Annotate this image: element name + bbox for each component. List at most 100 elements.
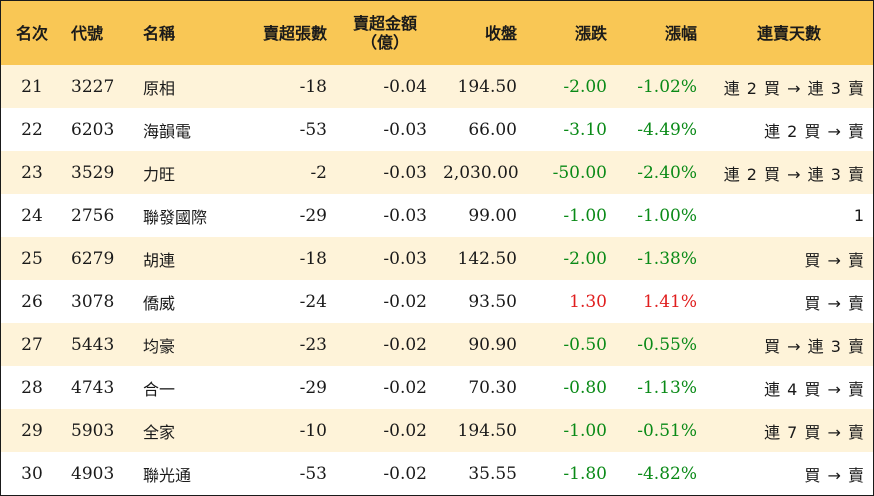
net-sell-volume-cell: -24 <box>299 291 327 312</box>
close-cell: 194.50 <box>457 76 517 97</box>
name-cell: 僑威 <box>143 293 176 313</box>
streak-cell: 連 4 買 → 賣 <box>764 379 865 399</box>
close-cell: 70.30 <box>468 377 517 398</box>
net-sell-amount-cell: -0.03 <box>383 205 427 226</box>
rank-cell: 29 <box>21 420 43 441</box>
rank-cell: 24 <box>21 205 43 226</box>
net-sell-amount-cell: -0.03 <box>383 248 427 269</box>
table-row: 27 5443 均豪 -23 -0.02 90.90 -0.50 -0.55% 買 → 連 3 … <box>1 323 873 366</box>
net-sell-volume-cell: -23 <box>299 334 327 355</box>
header-net-sell-amount-unit: （億） <box>360 33 409 52</box>
change-pct-cell: 1.41% <box>642 291 697 312</box>
streak-cell: 連 2 買 → 賣 <box>764 121 865 141</box>
table-row: 26 3078 僑威 -24 -0.02 93.50 1.30 1.41% 買 → 賣 <box>1 280 873 323</box>
net-sell-amount-cell: -0.04 <box>383 76 427 97</box>
close-cell: 194.50 <box>457 420 517 441</box>
header-net-sell-volume: 賣超張數 <box>262 23 327 43</box>
change-cell: -0.80 <box>563 377 607 398</box>
rank-cell: 26 <box>21 291 43 312</box>
name-cell: 均豪 <box>143 336 176 356</box>
streak-cell: 買 → 賣 <box>804 465 865 485</box>
net-sell-volume-cell: -2 <box>310 162 327 183</box>
code-cell: 3078 <box>71 291 115 312</box>
rank-cell: 27 <box>21 334 43 355</box>
net-sell-volume-cell: -10 <box>299 420 327 441</box>
header-net-sell-amount-line1: 賣超金額 <box>352 14 417 33</box>
code-cell: 6279 <box>71 248 115 269</box>
change-pct-cell: -1.00% <box>637 205 697 226</box>
change-pct-cell: -1.13% <box>637 377 697 398</box>
header-net-sell-amount: 賣超金額 （億） <box>335 1 435 65</box>
net-sell-amount-cell: -0.02 <box>383 463 427 484</box>
name-cell: 合一 <box>143 379 176 399</box>
change-cell: -2.00 <box>563 76 607 97</box>
header-streak: 連賣天數 <box>756 23 821 43</box>
rank-cell: 25 <box>21 248 43 269</box>
net-sell-volume-cell: -18 <box>299 76 327 97</box>
header-change: 漲跌 <box>574 23 607 43</box>
close-cell: 99.00 <box>468 205 517 226</box>
streak-cell: 買 → 連 3 賣 <box>764 336 865 356</box>
streak-cell: 買 → 賣 <box>804 293 865 313</box>
change-cell: 1.30 <box>569 291 607 312</box>
table-row: 29 5903 全家 -10 -0.02 194.50 -1.00 -0.51% 連 7 買 →… <box>1 409 873 452</box>
close-cell: 93.50 <box>468 291 517 312</box>
table-row: 24 2756 聯發國際 -29 -0.03 99.00 -1.00 -1.00% 1 <box>1 194 873 237</box>
change-pct-cell: -2.40% <box>637 162 697 183</box>
table-row: 28 4743 合一 -29 -0.02 70.30 -0.80 -1.13% 連 4 買 → … <box>1 366 873 409</box>
code-cell: 5443 <box>71 334 115 355</box>
rank-cell: 30 <box>21 463 43 484</box>
net-sell-volume-cell: -53 <box>299 463 327 484</box>
change-cell: -50.00 <box>552 162 607 183</box>
net-sell-amount-cell: -0.03 <box>383 162 427 183</box>
table-row: 25 6279 胡連 -18 -0.03 142.50 -2.00 -1.38% 買 → 賣 <box>1 237 873 280</box>
name-cell: 聯發國際 <box>143 207 208 227</box>
streak-cell: 連 7 買 → 賣 <box>764 422 865 442</box>
header-change-pct: 漲幅 <box>664 23 697 43</box>
name-cell: 胡連 <box>143 250 176 270</box>
table-header-row: 名次 代號 名稱 賣超張數 賣超金額 （億） 收盤 漲跌 漲幅 連賣天數 <box>1 1 873 65</box>
streak-cell: 連 2 買 → 連 3 賣 <box>723 164 865 184</box>
code-cell: 2756 <box>71 205 115 226</box>
rank-cell: 23 <box>21 162 43 183</box>
net-sell-volume-cell: -29 <box>299 205 327 226</box>
change-pct-cell: -1.02% <box>637 76 697 97</box>
code-cell: 5903 <box>71 420 115 441</box>
change-cell: -1.80 <box>563 463 607 484</box>
name-cell: 全家 <box>143 422 176 442</box>
code-cell: 4743 <box>71 377 115 398</box>
close-cell: 90.90 <box>468 334 517 355</box>
code-cell: 4903 <box>71 463 115 484</box>
streak-cell: 1 <box>853 206 865 225</box>
net-sell-volume-cell: -18 <box>299 248 327 269</box>
header-code: 代號 <box>71 23 104 43</box>
table-row: 30 4903 聯光通 -53 -0.02 35.55 -1.80 -4.82% 買 → 賣 <box>1 452 873 495</box>
header-rank: 名次 <box>15 23 48 43</box>
change-cell: -1.00 <box>563 205 607 226</box>
streak-cell: 買 → 賣 <box>804 250 865 270</box>
close-cell: 142.50 <box>457 248 517 269</box>
header-name: 名稱 <box>143 23 176 43</box>
net-sell-amount-cell: -0.02 <box>383 420 427 441</box>
rank-cell: 22 <box>21 119 43 140</box>
code-cell: 3227 <box>71 76 115 97</box>
name-cell: 原相 <box>143 78 176 98</box>
streak-cell: 連 2 買 → 連 3 賣 <box>723 78 865 98</box>
change-pct-cell: -0.51% <box>637 420 697 441</box>
code-cell: 6203 <box>71 119 115 140</box>
name-cell: 力旺 <box>143 164 176 184</box>
net-sell-amount-cell: -0.02 <box>383 377 427 398</box>
table-row: 21 3227 原相 -18 -0.04 194.50 -2.00 -1.02% 連 2 買 →… <box>1 65 873 108</box>
name-cell: 海韻電 <box>143 121 192 141</box>
rank-cell: 21 <box>21 76 43 97</box>
net-sell-volume-cell: -53 <box>299 119 327 140</box>
net-sell-volume-cell: -29 <box>299 377 327 398</box>
change-pct-cell: -0.55% <box>637 334 697 355</box>
table-body: 21 3227 原相 -18 -0.04 194.50 -2.00 -1.02% 連 2 買 →… <box>1 65 873 495</box>
name-cell: 聯光通 <box>143 465 192 485</box>
change-pct-cell: -1.38% <box>637 248 697 269</box>
close-cell: 2,030.00 <box>443 162 519 183</box>
close-cell: 35.55 <box>468 463 517 484</box>
